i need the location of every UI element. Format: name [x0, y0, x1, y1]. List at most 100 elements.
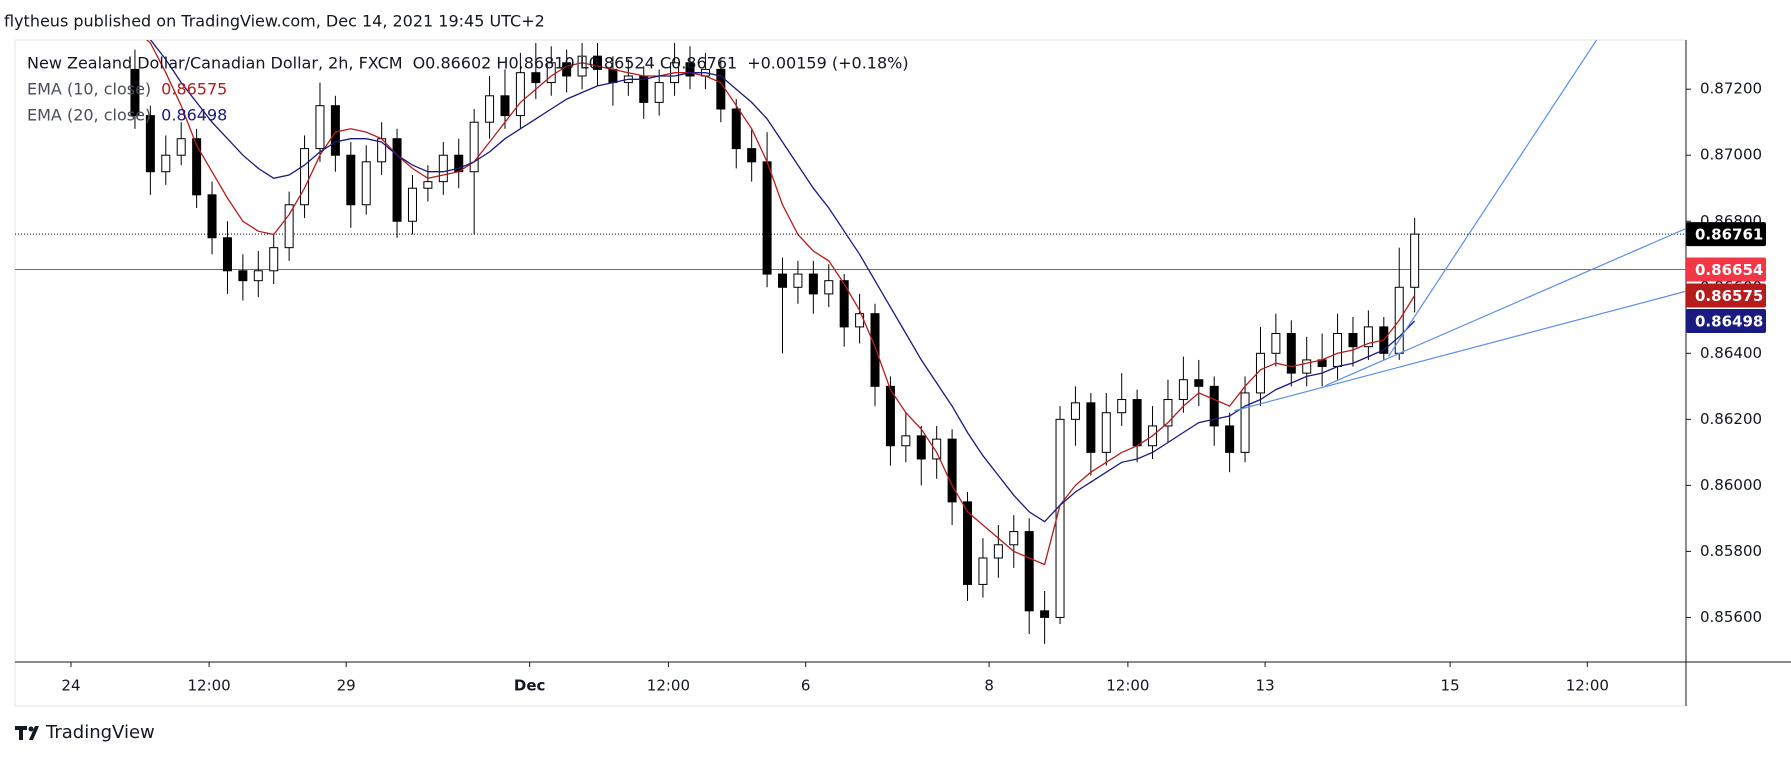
candle-body: [1348, 333, 1358, 348]
candle-body: [731, 108, 741, 150]
candle-body: [1101, 412, 1111, 453]
candle-body: [145, 115, 155, 173]
candle-body: [192, 138, 202, 196]
candle-body: [963, 501, 973, 585]
legend-text: O0.86602 H0.86810 L0.86524 C0.86761: [413, 54, 738, 73]
candle-body: [592, 55, 602, 70]
candle-body: [438, 154, 448, 183]
candle-body: [315, 105, 325, 150]
candle-body: [1070, 402, 1080, 420]
x-tick-label: 12:00: [647, 677, 690, 695]
candle-body: [839, 280, 849, 328]
candle-body: [916, 435, 926, 460]
candle-body: [1163, 399, 1173, 427]
candle-body: [993, 544, 1003, 559]
logo-dot: [28, 726, 34, 732]
candle-body: [947, 438, 957, 503]
candle-body: [1132, 399, 1142, 447]
candle-body: [346, 154, 356, 206]
candle-body: [1286, 333, 1296, 374]
x-tick-label: 12:00: [187, 677, 230, 695]
candle-body: [1271, 333, 1281, 354]
candle-body: [1363, 326, 1373, 348]
price-badge-label: 0.86654: [1695, 261, 1763, 279]
candle-body: [901, 435, 911, 447]
candle-body: [1410, 233, 1420, 288]
candle-body: [1209, 385, 1219, 427]
logo: TradingView: [15, 722, 155, 743]
ema-line: [149, 40, 1416, 523]
y-tick-label: 0.86000: [1700, 476, 1762, 494]
candle-body: [222, 237, 232, 272]
candle-body: [778, 273, 788, 288]
candle-body: [1024, 531, 1034, 612]
overlay: 0.85600 0.85800 0.86000 0.86200 0.86400 0.866…: [27, 54, 1766, 695]
y-tick-label: 0.86400: [1700, 344, 1762, 362]
legend-text: 0.86498: [161, 106, 227, 125]
legend-text: EMA (20, close): [27, 106, 151, 125]
candle-body: [176, 138, 186, 156]
candle-body: [762, 161, 772, 275]
candle-body: [330, 105, 340, 156]
candle-body: [978, 557, 988, 585]
frame: [14, 39, 1687, 707]
price-badge: [1686, 257, 1766, 282]
candle-body: [130, 68, 140, 117]
y-tick-label: 0.85800: [1700, 542, 1762, 560]
candle-body: [269, 247, 279, 272]
candle-body: [531, 72, 541, 84]
x-tick-label: 24: [61, 677, 80, 695]
candle-body: [392, 138, 402, 222]
price-badge-label: 0.86498: [1695, 312, 1763, 330]
trend-line: [1324, 227, 1686, 387]
x-tick-label: 29: [337, 677, 356, 695]
y-tick-label: 0.86200: [1700, 410, 1762, 428]
plot-area: [15, 40, 1686, 644]
candle-body: [824, 280, 834, 295]
x-tick-label: 13: [1256, 677, 1275, 695]
candle-body: [1009, 531, 1019, 546]
candle-body: [407, 187, 417, 222]
candle-body: [793, 273, 803, 288]
x-tick-label: 12:00: [1106, 677, 1149, 695]
candle-body: [1240, 392, 1250, 453]
x-tick-label: 8: [984, 677, 994, 695]
candle-body: [207, 194, 217, 239]
trend-line: [1234, 290, 1686, 412]
legend-text: 0.86575: [161, 80, 227, 99]
candle-body: [870, 313, 880, 387]
trend-line: [1387, 40, 1598, 357]
candle-body: [685, 62, 695, 77]
candle-body: [885, 385, 895, 447]
x-tick-label: 12:00: [1566, 677, 1609, 695]
candle-body: [1178, 379, 1188, 401]
candle-body: [284, 204, 294, 249]
y-tick-label: 0.85600: [1700, 608, 1762, 626]
candle-body: [577, 55, 587, 77]
candle-body: [485, 95, 495, 123]
price-badge-label: 0.86761: [1695, 226, 1763, 244]
candle-body: [932, 438, 942, 460]
price-badge: [1686, 308, 1766, 333]
candle-body: [654, 82, 664, 103]
candle-body: [1333, 333, 1343, 368]
candle-body: [161, 154, 171, 173]
candle-body: [300, 148, 310, 206]
x-tick-label: 15: [1441, 677, 1460, 695]
candle-body: [253, 270, 263, 282]
candle-body: [808, 273, 818, 295]
y-tick-label: 0.87200: [1700, 80, 1762, 98]
candle-body: [1302, 359, 1312, 374]
candle-body: [747, 148, 757, 163]
ema-line: [145, 40, 1416, 566]
candle-body: [423, 181, 433, 189]
candle-body: [1040, 610, 1050, 618]
candle-body: [1255, 352, 1265, 394]
logo-text: TradingView: [45, 722, 155, 743]
candle-body: [238, 270, 248, 282]
candle-body: [1117, 399, 1127, 414]
candle-body: [500, 95, 510, 117]
legend-text: New Zealand Dollar/Canadian Dollar, 2h, …: [27, 54, 403, 73]
